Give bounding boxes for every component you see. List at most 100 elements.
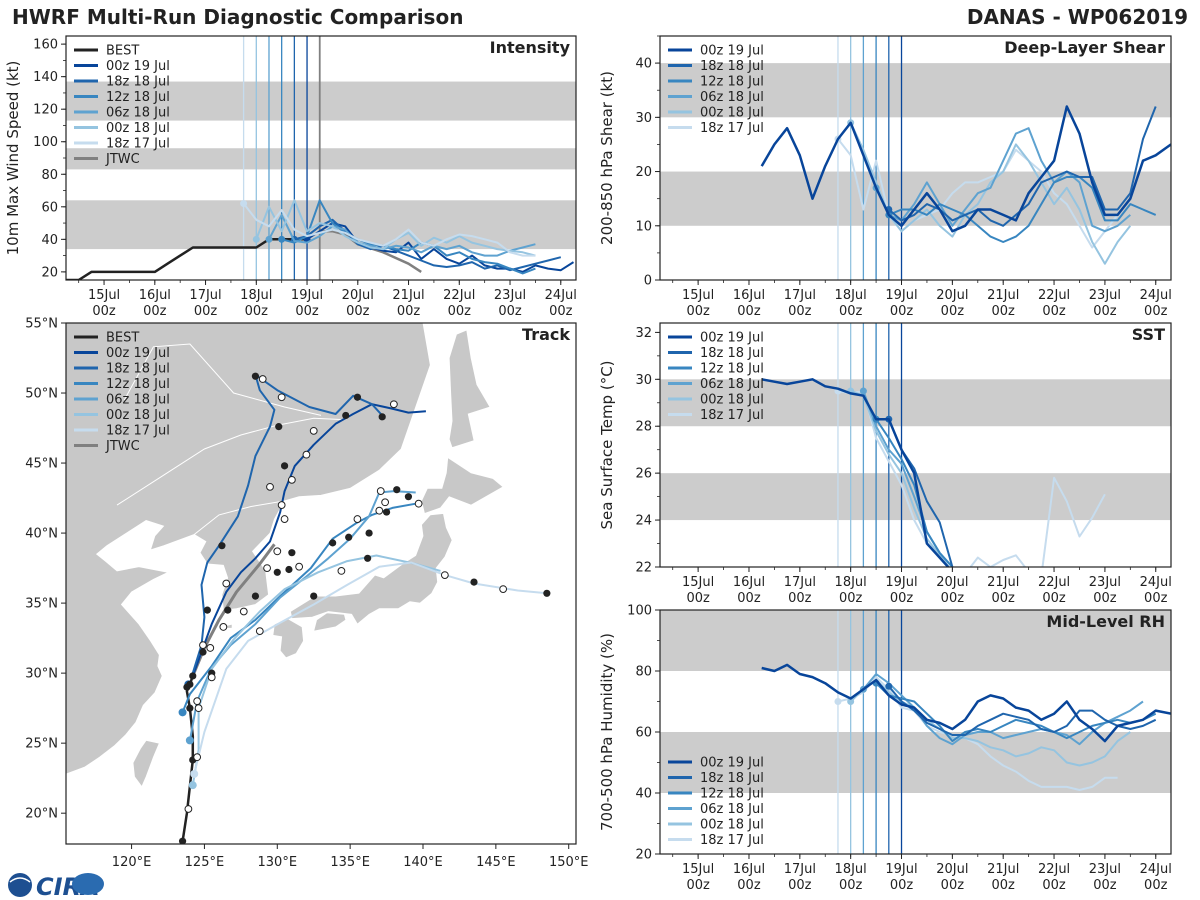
intensity-legend-label: 18z 17 Jul <box>106 137 170 152</box>
rh-xtick-date: 15Jul <box>682 862 714 877</box>
intensity-ytick-label: 120 <box>33 103 58 118</box>
intensity-series-00z-19-jul <box>306 222 575 273</box>
rh-xtick-hour: 00z <box>1093 878 1117 893</box>
intensity-legend-label: 00z 18 Jul <box>106 121 170 136</box>
rh-xtick-date: 18Jul <box>835 862 867 877</box>
shear-band-0 <box>660 171 1171 226</box>
track-12h-marker <box>239 607 248 616</box>
intensity-xtick-date: 19Jul <box>291 288 323 303</box>
track-12h-marker <box>273 547 282 556</box>
intensity-xtick-date: 22Jul <box>443 288 475 303</box>
shear-ytick-label: 0 <box>644 274 652 289</box>
sst-legend-label: 00z 19 Jul <box>700 331 764 346</box>
rh-init-marker-00z-18-jul <box>847 698 855 705</box>
track-12h-marker <box>222 579 231 588</box>
track-daily-marker <box>378 413 386 421</box>
track-12h-marker <box>337 566 346 575</box>
hokkaido-landmass <box>421 456 504 515</box>
intensity-xtick-hour: 00z <box>194 304 218 319</box>
track-12h-marker <box>206 644 215 652</box>
shear-xtick-date: 21Jul <box>987 288 1019 303</box>
intensity-panel: 2040608010012014016015Jul00z16Jul00z17Ju… <box>4 35 577 319</box>
track-daily-marker <box>251 592 260 600</box>
intensity-init-marker-12z-18-jul <box>278 235 286 243</box>
track-daily-marker <box>342 411 350 420</box>
track-12h-marker <box>277 393 286 402</box>
intensity-series-18z-18-jul <box>294 218 562 272</box>
track-daily-marker <box>382 508 391 516</box>
sst-series-00z-18-jul <box>850 390 951 567</box>
sst-ytick-label: 26 <box>635 467 652 482</box>
rh-xtick-date: 17Jul <box>784 862 816 877</box>
sst-xtick-hour: 00z <box>788 591 812 606</box>
shear-panel: 01020304015Jul00z16Jul00z17Jul00z18Jul00… <box>598 35 1172 319</box>
track-init-marker <box>190 769 199 778</box>
intensity-xtick-date: 24Jul <box>545 288 577 303</box>
intensity-ytick-label: 100 <box>33 135 58 150</box>
track-12h-marker <box>295 562 304 571</box>
rh-ytick-label: 20 <box>635 848 652 863</box>
track-12h-marker <box>193 753 202 762</box>
rh-band-0 <box>660 732 1171 793</box>
track-daily-marker <box>404 493 413 501</box>
track-lon-label: 130°E <box>258 855 298 870</box>
track-daily-marker <box>251 372 260 380</box>
shear-series-00z-18-jul <box>849 122 1132 265</box>
rh-title: Mid-Level RH <box>1046 612 1165 631</box>
intensity-series-06z-18-jul <box>268 213 536 257</box>
track-lat-label: 55°N <box>25 317 58 332</box>
shear-frame <box>659 35 1172 281</box>
shear-legend-label: 18z 17 Jul <box>700 121 764 136</box>
shear-series-00z-19-jul <box>760 105 1171 233</box>
track-legend-label: 12z 18 Jul <box>106 377 170 392</box>
track-12h-marker <box>263 564 271 572</box>
track-12h-marker <box>440 571 449 579</box>
track-daily-marker <box>218 542 226 550</box>
track-daily-marker <box>186 680 194 688</box>
shear-legend-label: 00z 18 Jul <box>700 106 764 121</box>
rh-series-00z-19-jul <box>761 663 1171 743</box>
sst-xtick-date: 17Jul <box>784 575 816 590</box>
sst-band-1 <box>660 379 1171 427</box>
intensity-xtick-hour: 00z <box>498 304 522 319</box>
track-12h-marker <box>207 673 216 682</box>
track-daily-marker <box>288 549 296 557</box>
intensity-series-18z-17-jul <box>242 202 536 257</box>
shear-xtick-hour: 00z <box>839 304 863 319</box>
rh-legend-label: 18z 17 Jul <box>700 833 764 848</box>
rh-band-1 <box>660 610 1171 671</box>
sst-frame <box>659 322 1172 568</box>
track-daily-marker <box>364 554 372 562</box>
intensity-xtick-hour: 00z <box>295 304 319 319</box>
track-12h-marker <box>280 515 289 523</box>
track-12z-18-jul <box>181 502 416 713</box>
sst-xtick-hour: 00z <box>1042 591 1066 606</box>
rh-xtick-date: 19Jul <box>885 862 917 877</box>
sst-xtick-date: 24Jul <box>1140 575 1172 590</box>
track-12h-marker <box>266 482 274 491</box>
track-12h-marker <box>194 704 203 713</box>
storm-title: DANAS - WP062019 <box>967 5 1188 29</box>
shear-xtick-date: 16Jul <box>733 288 765 303</box>
shear-ytick-label: 30 <box>635 111 652 126</box>
shear-xtick-hour: 00z <box>941 304 965 319</box>
track-legend-label: 00z 19 Jul <box>106 346 170 361</box>
shear-xtick-hour: 00z <box>686 304 710 319</box>
sst-xtick-hour: 00z <box>941 591 965 606</box>
shear-xtick-hour: 00z <box>1144 304 1168 319</box>
track-12h-marker <box>219 623 228 631</box>
track-daily-marker <box>329 539 337 547</box>
sst-xtick-date: 16Jul <box>733 575 765 590</box>
intensity-legend-label: 18z 18 Jul <box>106 75 170 90</box>
intensity-band-1 <box>66 148 576 170</box>
track-init-marker <box>185 736 194 745</box>
sst-xtick-hour: 00z <box>1144 591 1168 606</box>
track-00z-18-jul <box>191 554 441 786</box>
intensity-xtick-hour: 00z <box>397 304 421 319</box>
intensity-init-marker-06z-18-jul <box>265 235 273 243</box>
rh-init-marker-18z-17-jul <box>834 698 842 705</box>
sst-xtick-hour: 00z <box>1093 591 1117 606</box>
track-12h-marker <box>499 585 508 594</box>
track-lon-label: 140°E <box>403 855 443 870</box>
